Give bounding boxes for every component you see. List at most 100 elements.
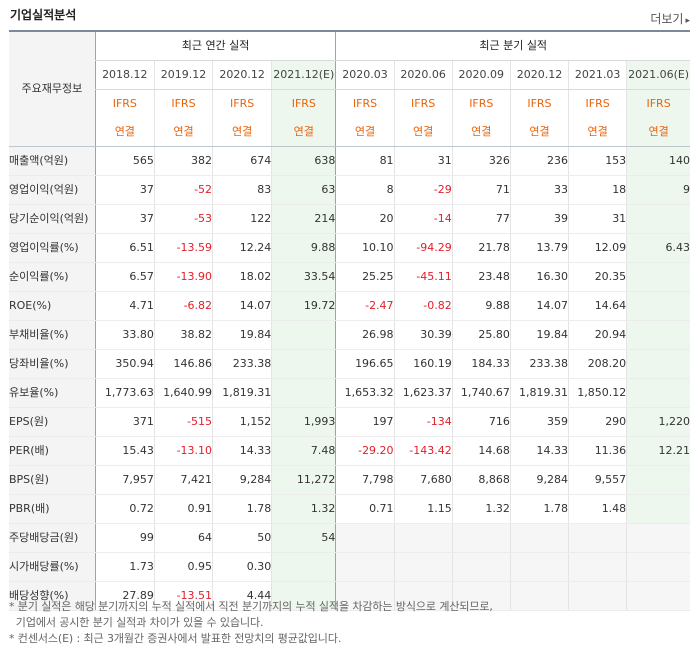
standard-consolidated: 연결 [648, 125, 669, 138]
row-label: EPS(원) [9, 407, 96, 437]
table-cell: 382 [153, 146, 213, 176]
table-cell: 20 [335, 204, 395, 234]
table-cell: -45.11 [393, 262, 453, 292]
period-header: 2020.09 [451, 60, 511, 90]
footnote: * 분기 실적은 해당 분기까지의 누적 실적에서 직전 분기까지의 누적 실적… [9, 600, 493, 613]
table-cell [509, 552, 569, 582]
table-cell: 8 [335, 175, 395, 205]
table-cell: 4.71 [94, 291, 155, 321]
table-row: BPS(원) 7,957 7,421 9,284 11,272 7,798 7,680 8,8… [9, 465, 690, 495]
table-cell: 0.95 [153, 552, 213, 582]
standard-consolidated: 연결 [471, 125, 492, 138]
table-cell [335, 523, 395, 553]
row-label: PBR(배) [9, 494, 96, 524]
table-cell: 214 [271, 204, 336, 234]
table-cell: 14.07 [212, 291, 272, 321]
table-cell: 11.36 [568, 436, 627, 466]
standard-ifrs: IFRS [469, 97, 494, 110]
table-cell [271, 552, 336, 582]
standard-ifrs: IFRS [171, 97, 196, 110]
table-cell: 8,868 [451, 465, 511, 495]
table-cell: 208.20 [568, 349, 627, 379]
row-label: 순이익률(%) [9, 262, 96, 292]
period-header: 2021.06(E) [626, 60, 690, 90]
table-cell: 81 [335, 146, 395, 176]
table-cell: 14.33 [212, 436, 272, 466]
period-header: 2020.12 [509, 60, 569, 90]
table-cell: 326 [451, 146, 511, 176]
standard-consolidated: 연결 [173, 125, 194, 138]
table-cell: 0.72 [94, 494, 155, 524]
table-cell [568, 581, 627, 611]
table-cell: 33 [509, 175, 569, 205]
table-cell: 6.51 [94, 233, 155, 263]
financial-table: 주요재무정보 최근 연간 실적 최근 분기 실적 2018.12 2019.12 2… [9, 30, 690, 611]
table-cell [626, 320, 690, 350]
table-cell: 184.33 [451, 349, 511, 379]
row-label: 시가배당률(%) [9, 552, 96, 582]
table-cell [626, 581, 690, 611]
table-cell: 1,850.12 [568, 378, 627, 408]
table-cell: 10.10 [335, 233, 395, 263]
standard-ifrs: IFRS [230, 97, 255, 110]
table-cell: 30.39 [393, 320, 453, 350]
table-row: 순이익률(%) 6.57 -13.90 18.02 33.54 25.25 -45.11 23… [9, 262, 690, 292]
table-cell: 27.89 [94, 581, 155, 611]
table-cell: 233.38 [509, 349, 569, 379]
period-header: 2020.03 [335, 60, 395, 90]
table-cell: 11,272 [271, 465, 336, 495]
table-cell: 7,957 [94, 465, 155, 495]
table-cell: -515 [153, 407, 213, 437]
table-cell: -2.47 [335, 291, 395, 321]
standard-consolidated: 연결 [114, 125, 135, 138]
table-cell: 716 [451, 407, 511, 437]
table-cell: 18 [568, 175, 627, 205]
table-cell: 25.25 [335, 262, 395, 292]
table-cell: -6.82 [153, 291, 213, 321]
table-row: 영업이익(억원) 37 -52 83 63 8 -29 71 33 18 9 [9, 175, 690, 205]
table-cell [335, 581, 395, 611]
table-cell: -13.51 [153, 581, 213, 611]
table-cell: 37 [94, 204, 155, 234]
table-cell: 31 [393, 146, 453, 176]
table-cell [451, 581, 511, 611]
table-cell [626, 291, 690, 321]
annual-group-header: 최근 연간 실적 [94, 31, 336, 61]
period-header: 2019.12 [153, 60, 213, 90]
table-cell: 1,773.63 [94, 378, 155, 408]
table-row: 당기순이익(억원) 37 -53 122 214 20 -14 77 39 31 [9, 204, 690, 234]
table-cell: 14.64 [568, 291, 627, 321]
row-label: 당기순이익(억원) [9, 204, 96, 234]
table-cell [626, 552, 690, 582]
table-cell: 9.88 [271, 233, 336, 263]
table-cell: 1.78 [212, 494, 272, 524]
table-cell: 196.65 [335, 349, 395, 379]
table-cell: -52 [153, 175, 213, 205]
row-label: ROE(%) [9, 291, 96, 321]
standard-label: IFRS 연결 [568, 89, 627, 147]
table-cell [393, 581, 453, 611]
row-label: 영업이익(억원) [9, 175, 96, 205]
table-cell: 1,740.67 [451, 378, 511, 408]
table-cell: 18.02 [212, 262, 272, 292]
table-row: PBR(배) 0.72 0.91 1.78 1.32 0.71 1.15 1.32 1.78 1.… [9, 494, 690, 524]
table-cell: -13.59 [153, 233, 213, 263]
table-cell: -29.20 [335, 436, 395, 466]
table-cell: 20.94 [568, 320, 627, 350]
table-cell: 565 [94, 146, 155, 176]
table-cell: 9 [626, 175, 690, 205]
table-cell: 23.48 [451, 262, 511, 292]
table-cell: -0.82 [393, 291, 453, 321]
row-label: 유보율(%) [9, 378, 96, 408]
table-cell: 39 [509, 204, 569, 234]
footnote: 기업에서 공시한 분기 실적과 차이가 있을 수 있습니다. [9, 616, 264, 629]
table-cell: 638 [271, 146, 336, 176]
table-cell: 33.80 [94, 320, 155, 350]
standard-ifrs: IFRS [352, 97, 378, 110]
standard-ifrs: IFRS [585, 97, 610, 110]
table-cell: 64 [153, 523, 213, 553]
footnote: * 컨센서스(E) : 최근 3개월간 증권사에서 발표한 전망치의 평균값입니… [9, 632, 342, 645]
table-cell: 54 [271, 523, 336, 553]
more-link[interactable]: 더보기 ▸ [650, 10, 690, 27]
table-cell [451, 523, 511, 553]
